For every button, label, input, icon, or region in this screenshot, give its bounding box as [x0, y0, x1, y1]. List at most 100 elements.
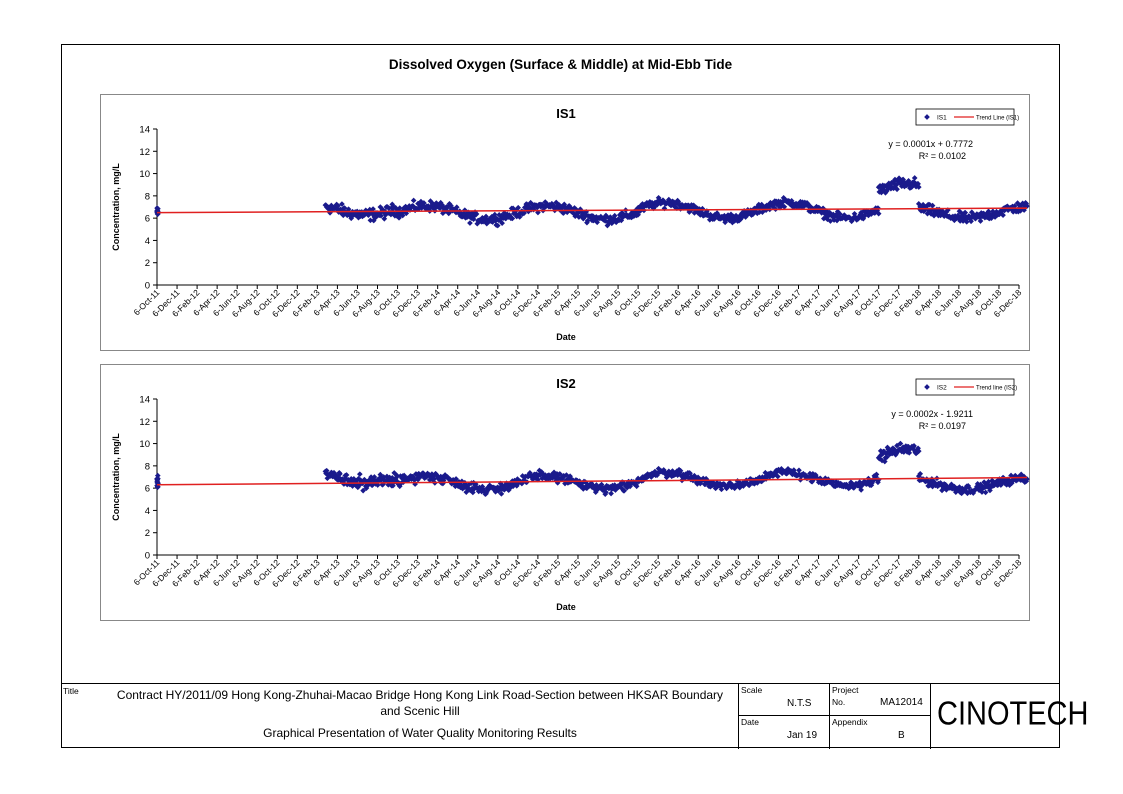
data-point — [756, 209, 763, 215]
data-point — [774, 473, 781, 480]
x-axis-label: Date — [556, 332, 576, 342]
y-axis-label: Concentration, mg/L — [111, 163, 121, 251]
data-point — [399, 212, 406, 219]
data-point — [731, 218, 738, 224]
data-point — [453, 204, 460, 211]
data-point — [521, 210, 527, 217]
chart-title: IS2 — [556, 376, 576, 391]
title-label: Title — [63, 686, 79, 696]
y-tick-label: 0 — [145, 281, 150, 292]
data-point — [594, 219, 600, 226]
data-point — [343, 472, 350, 478]
contract-title-line1: Contract HY/2011/09 Hong Kong-Zhuhai-Mac… — [116, 688, 724, 702]
data-point — [962, 209, 969, 216]
cell-divider — [830, 715, 931, 716]
title-block: Title Contract HY/2011/09 Hong Kong-Zhuh… — [61, 683, 1088, 749]
data-point — [491, 211, 498, 218]
data-point — [155, 205, 161, 212]
legend-label: IS1 — [937, 115, 947, 122]
x-axis-label: Date — [556, 602, 576, 612]
y-tick-label: 14 — [139, 125, 150, 136]
chart-is2-svg: IS2024681012146-Oct-116-Dec-116-Feb-126-… — [111, 376, 1030, 612]
data-point — [915, 184, 922, 190]
data-point — [894, 186, 900, 193]
data-point — [911, 443, 917, 449]
scale-date-cell: Scale N.T.S Date Jan 19 — [738, 684, 830, 749]
scale-label: Scale — [741, 685, 763, 695]
date-value: Jan 19 — [787, 730, 818, 741]
data-point — [370, 206, 376, 212]
y-tick-label: 12 — [139, 147, 150, 158]
legend-label: IS2 — [937, 385, 947, 392]
y-tick-label: 2 — [145, 528, 150, 539]
data-point — [360, 487, 366, 494]
contract-title: Contract HY/2011/09 Hong Kong-Zhuhai-Mac… — [101, 687, 739, 719]
legend-marker — [924, 114, 930, 120]
data-point — [915, 448, 922, 454]
data-point — [378, 212, 384, 219]
data-point — [982, 489, 989, 496]
contract-title-line2: and Scenic Hill — [380, 704, 460, 718]
legend-marker — [924, 384, 930, 390]
data-point — [608, 490, 614, 497]
y-tick-label: 6 — [145, 484, 150, 495]
cell-divider — [739, 715, 830, 716]
r-squared: R² = 0.0197 — [919, 421, 966, 431]
y-tick-label: 4 — [145, 236, 150, 247]
data-point — [796, 467, 802, 474]
y-tick-label: 6 — [145, 214, 150, 225]
no-label: No. — [832, 697, 846, 707]
project-value: MA12014 — [880, 697, 923, 708]
data-point — [633, 483, 640, 490]
data-point — [897, 440, 904, 447]
data-point — [367, 217, 374, 224]
data-point — [929, 202, 936, 209]
trend-equation: y = 0.0001x + 0.7772 — [888, 139, 973, 149]
data-point — [781, 203, 788, 210]
y-tick-label: 2 — [145, 258, 150, 269]
data-point — [509, 215, 516, 222]
data-point — [467, 220, 473, 226]
chart-is1-svg: IS1024681012146-Oct-116-Dec-116-Feb-126-… — [111, 106, 1030, 342]
y-axis-label: Concentration, mg/L — [111, 433, 121, 521]
trend-line — [156, 476, 1028, 486]
data-point — [155, 475, 161, 482]
page-frame — [61, 44, 1060, 748]
data-point — [966, 484, 972, 491]
data-point — [494, 222, 501, 229]
data-point — [410, 197, 417, 204]
data-point — [873, 471, 880, 478]
data-point — [917, 470, 924, 477]
r-squared: R² = 0.0102 — [919, 151, 966, 161]
data-point — [635, 211, 641, 218]
logo-cell: CINOTECH — [930, 684, 1088, 749]
data-point — [875, 210, 882, 217]
y-tick-label: 10 — [139, 439, 150, 450]
cinotech-logo: CINOTECH — [937, 695, 1089, 733]
data-point — [396, 205, 403, 211]
data-point — [1000, 212, 1006, 219]
data-point — [911, 175, 918, 181]
data-point — [718, 486, 725, 493]
data-point — [603, 489, 609, 496]
y-tick-label: 8 — [145, 191, 150, 202]
legend-label: Trend line (IS2) — [976, 386, 1017, 392]
legend-label: Trend Line (IS1) — [976, 116, 1019, 122]
y-tick-label: 10 — [139, 169, 150, 180]
data-point — [611, 482, 618, 488]
data-point — [621, 487, 628, 494]
document-subtitle: Graphical Presentation of Water Quality … — [263, 726, 577, 740]
y-tick-label: 8 — [145, 461, 150, 472]
data-point — [906, 450, 913, 456]
chart-is2: IS2 0 2 4 6 8 10 12 14 6-Oct-11 6-Dec-11 6-Feb-12 6-… — [100, 364, 1030, 621]
project-appendix-cell: Project No. MA12014 Appendix B — [829, 684, 931, 749]
appendix-label: Appendix — [832, 717, 868, 727]
chart-is1: IS1 0 2 4 6 8 10 12 14 6-Oct-11 6-Dec-11 6-Feb-12 6-… — [100, 94, 1030, 351]
y-tick-label: 14 — [139, 395, 150, 406]
data-point — [473, 211, 480, 217]
data-point — [977, 218, 984, 224]
y-tick-label: 4 — [145, 506, 150, 517]
data-point — [339, 201, 345, 207]
scale-value: N.T.S — [787, 698, 812, 709]
project-label: Project — [832, 685, 859, 695]
